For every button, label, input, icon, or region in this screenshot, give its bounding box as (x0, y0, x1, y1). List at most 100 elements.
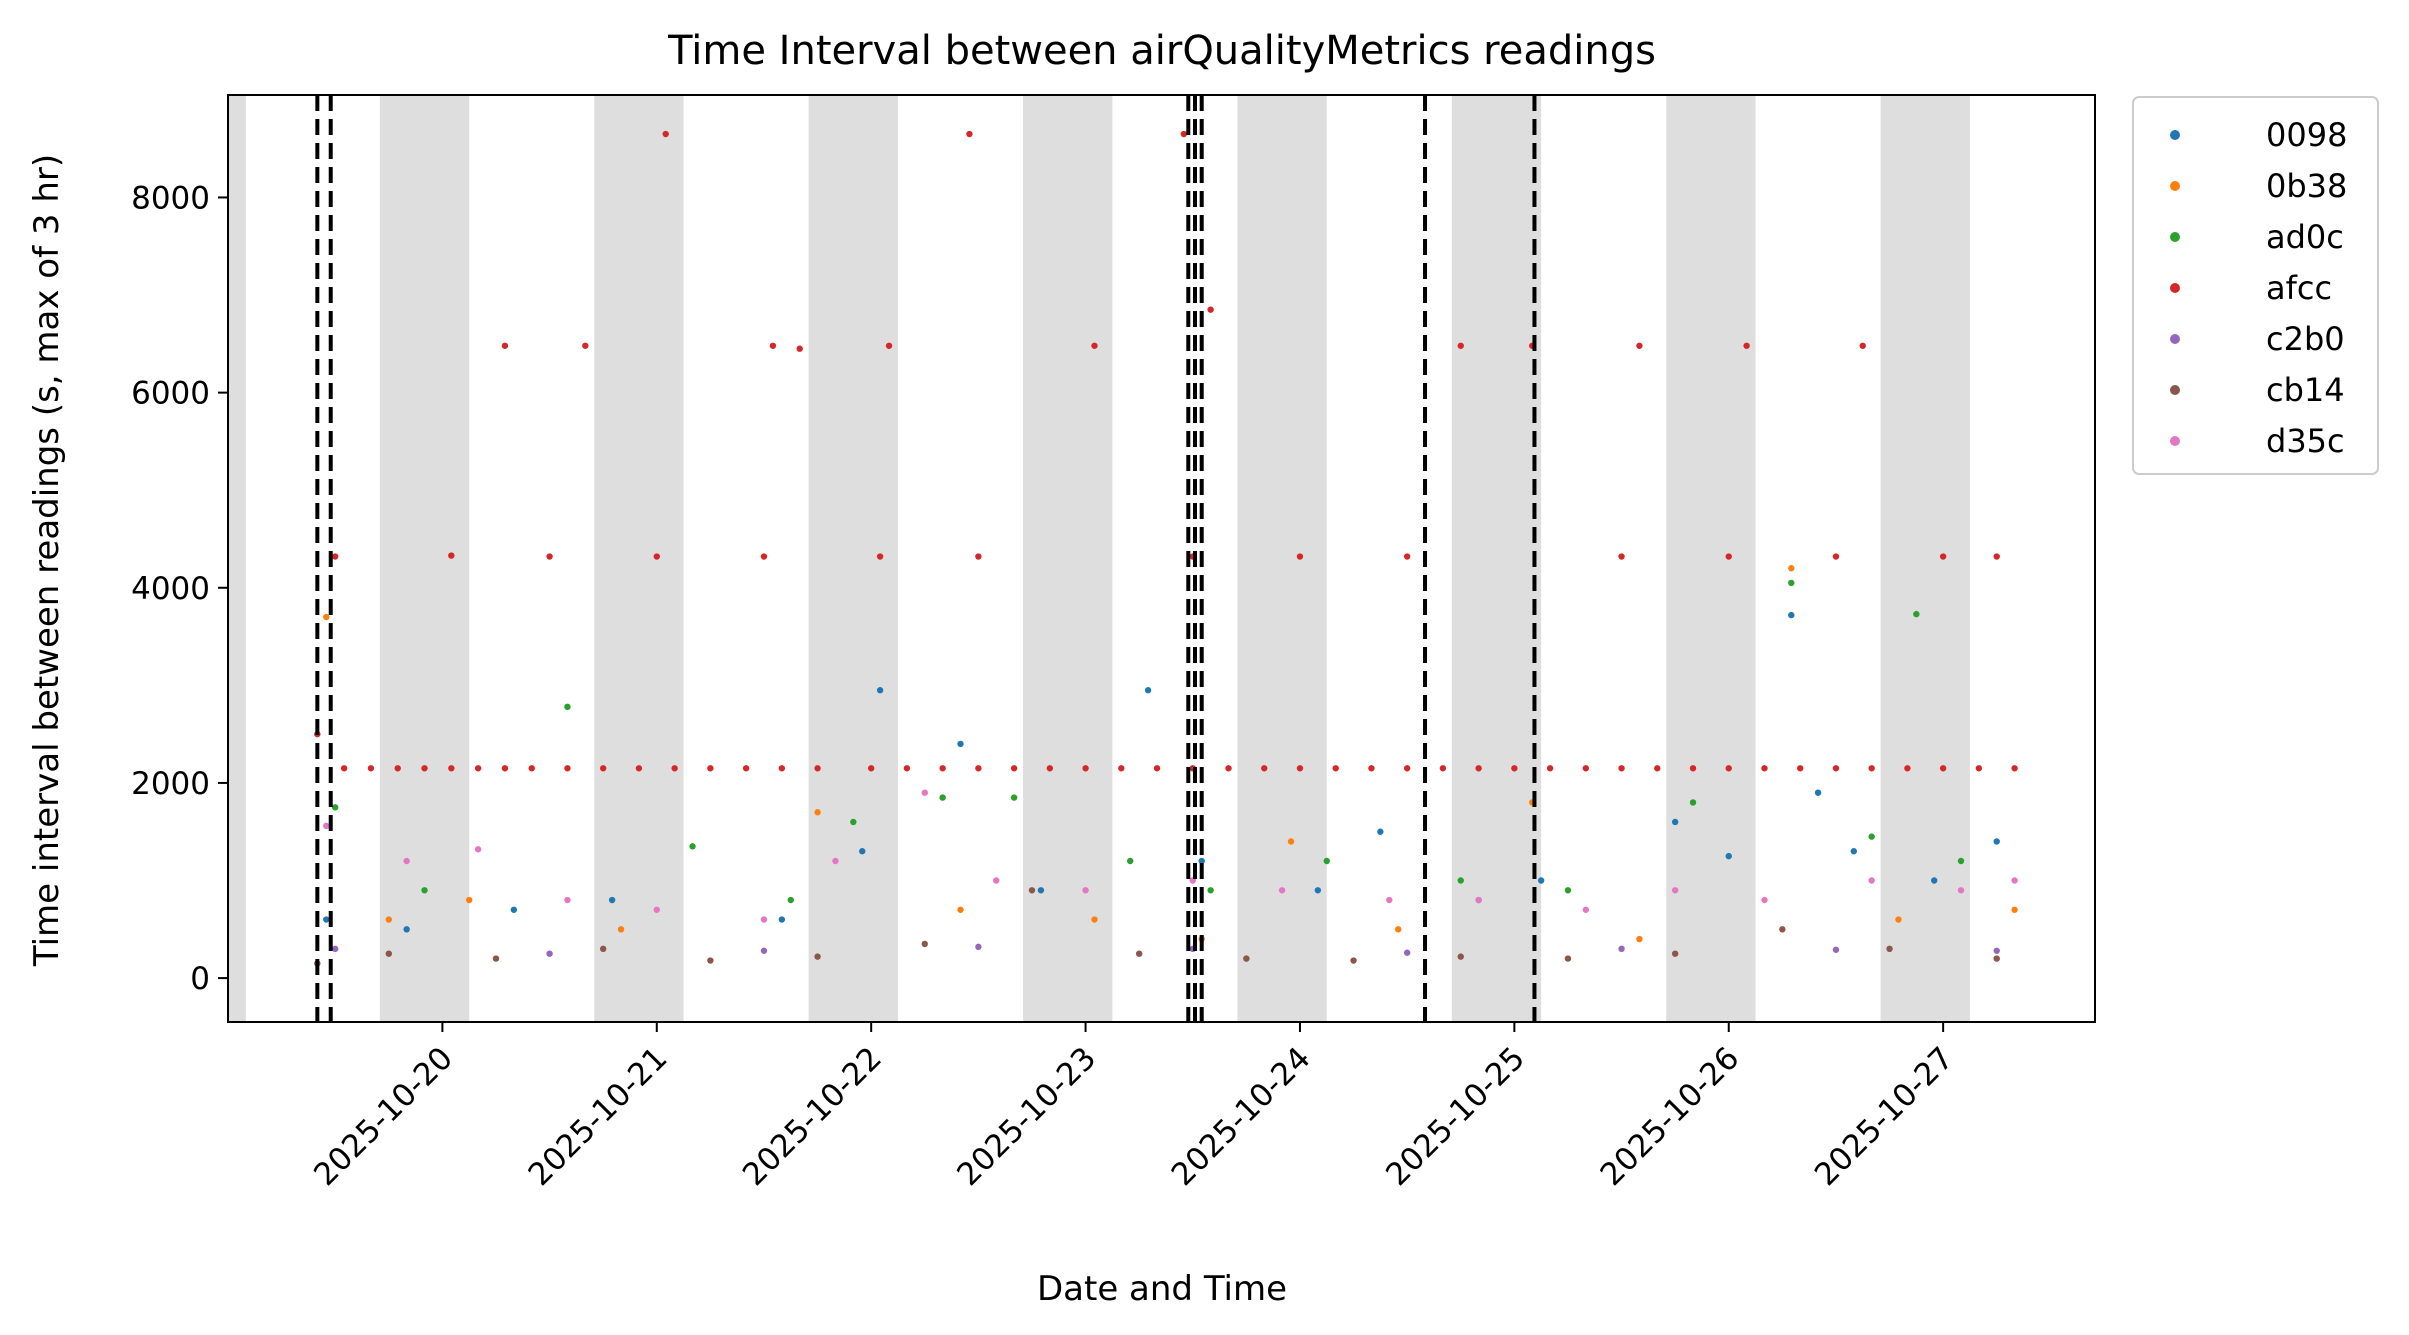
point-afcc (2011, 765, 2018, 772)
point-afcc (796, 345, 803, 352)
point-cb14 (1993, 955, 2000, 962)
legend-label-0b38: 0b38 (2266, 167, 2347, 205)
y-tick-label: 4000 (131, 571, 210, 607)
point-0b38 (1395, 926, 1402, 933)
point-afcc (1368, 765, 1375, 772)
point-0b38 (1636, 935, 1643, 943)
point-cb14 (1028, 887, 1036, 894)
y-tick-label: 6000 (131, 376, 210, 412)
point-afcc (340, 765, 348, 772)
point-afcc (1180, 130, 1188, 138)
legend-label-d35c: d35c (2266, 422, 2345, 460)
point-afcc (1511, 765, 1518, 772)
point-ad0c (1010, 794, 1018, 801)
point-cb14 (921, 940, 928, 948)
point-afcc (474, 765, 482, 772)
x-tick-label: 2025-10-20 (307, 1040, 460, 1193)
point-afcc (1546, 765, 1554, 772)
legend-marker-c2b0 (2170, 334, 2180, 344)
x-tick-label: 2025-10-23 (950, 1040, 1103, 1193)
point-d35c (1761, 896, 1768, 904)
point-d35c (993, 877, 1000, 884)
point-0098 (778, 916, 786, 923)
point-0098 (1671, 818, 1679, 826)
legend: 0098 0b38 ad0c afcc c2b0 cb14 d35c (2132, 96, 2379, 475)
point-afcc (394, 765, 401, 772)
point-afcc (975, 765, 982, 772)
point-afcc (1091, 342, 1098, 349)
legend-label-cb14: cb14 (2266, 371, 2345, 409)
point-afcc (1725, 553, 1732, 560)
x-axis-label: Date and Time (1037, 1269, 1287, 1309)
legend-box (2132, 96, 2379, 475)
point-afcc (966, 130, 973, 138)
shaded-band-3 (808, 95, 898, 1022)
point-cb14 (1243, 955, 1250, 962)
point-afcc (1225, 765, 1232, 772)
shaded-bands (228, 95, 1970, 1022)
point-afcc (448, 765, 455, 772)
point-d35c (653, 906, 660, 913)
point-cb14 (1135, 950, 1143, 957)
point-0b38 (2011, 906, 2018, 913)
point-afcc (885, 342, 893, 349)
point-ad0c (1788, 579, 1795, 587)
point-afcc (582, 342, 589, 349)
point-c2b0 (975, 943, 982, 951)
vertical-lines (315, 95, 1537, 1022)
point-afcc (778, 765, 786, 772)
point-afcc (671, 765, 678, 772)
point-c2b0 (1618, 945, 1625, 953)
point-cb14 (707, 957, 714, 964)
point-afcc (1582, 765, 1590, 772)
point-0098 (510, 906, 518, 913)
y-tick-label: 2000 (131, 766, 210, 802)
point-0b38 (1895, 916, 1902, 923)
point-afcc (1403, 553, 1411, 560)
shaded-band-8 (1880, 95, 1970, 1022)
point-d35c (403, 857, 410, 865)
point-ad0c (787, 896, 794, 904)
shaded-band-6 (1451, 95, 1542, 1022)
point-0098 (403, 926, 410, 933)
shaded-band-5 (1237, 95, 1327, 1022)
shaded-band-2 (594, 95, 684, 1022)
point-afcc (331, 553, 339, 560)
point-0098 (323, 916, 330, 923)
point-0098 (1198, 857, 1205, 865)
point-ad0c (564, 703, 571, 711)
legend-marker-0098 (2170, 130, 2180, 140)
point-cb14 (1779, 926, 1786, 933)
point-afcc (1832, 553, 1840, 560)
point-afcc (1618, 765, 1625, 772)
x-tick-label: 2025-10-21 (522, 1040, 675, 1193)
point-afcc (599, 765, 607, 772)
point-0b38 (814, 809, 821, 816)
point-0098 (1537, 877, 1545, 884)
point-afcc (448, 552, 455, 559)
point-afcc (1797, 765, 1804, 772)
point-afcc (1904, 765, 1911, 772)
point-afcc (814, 765, 821, 772)
point-0098 (1377, 828, 1384, 835)
point-afcc (760, 553, 768, 560)
point-afcc (1475, 765, 1482, 772)
point-afcc (1743, 342, 1750, 349)
point-0098 (1993, 838, 2000, 845)
point-d35c (564, 896, 571, 904)
point-cb14 (385, 950, 392, 957)
point-cb14 (1457, 953, 1464, 960)
point-cb14 (492, 955, 500, 962)
point-d35c (1386, 896, 1393, 904)
shaded-band-4 (1023, 95, 1113, 1022)
point-ad0c (421, 887, 428, 894)
point-afcc (742, 765, 750, 772)
point-afcc (1261, 765, 1268, 772)
point-afcc (1636, 342, 1643, 349)
point-afcc (653, 553, 660, 560)
legend-label-afcc: afcc (2266, 269, 2332, 307)
point-ad0c (1457, 877, 1464, 884)
point-afcc (1118, 765, 1125, 772)
point-d35c (1582, 906, 1590, 913)
point-afcc (1725, 765, 1732, 772)
